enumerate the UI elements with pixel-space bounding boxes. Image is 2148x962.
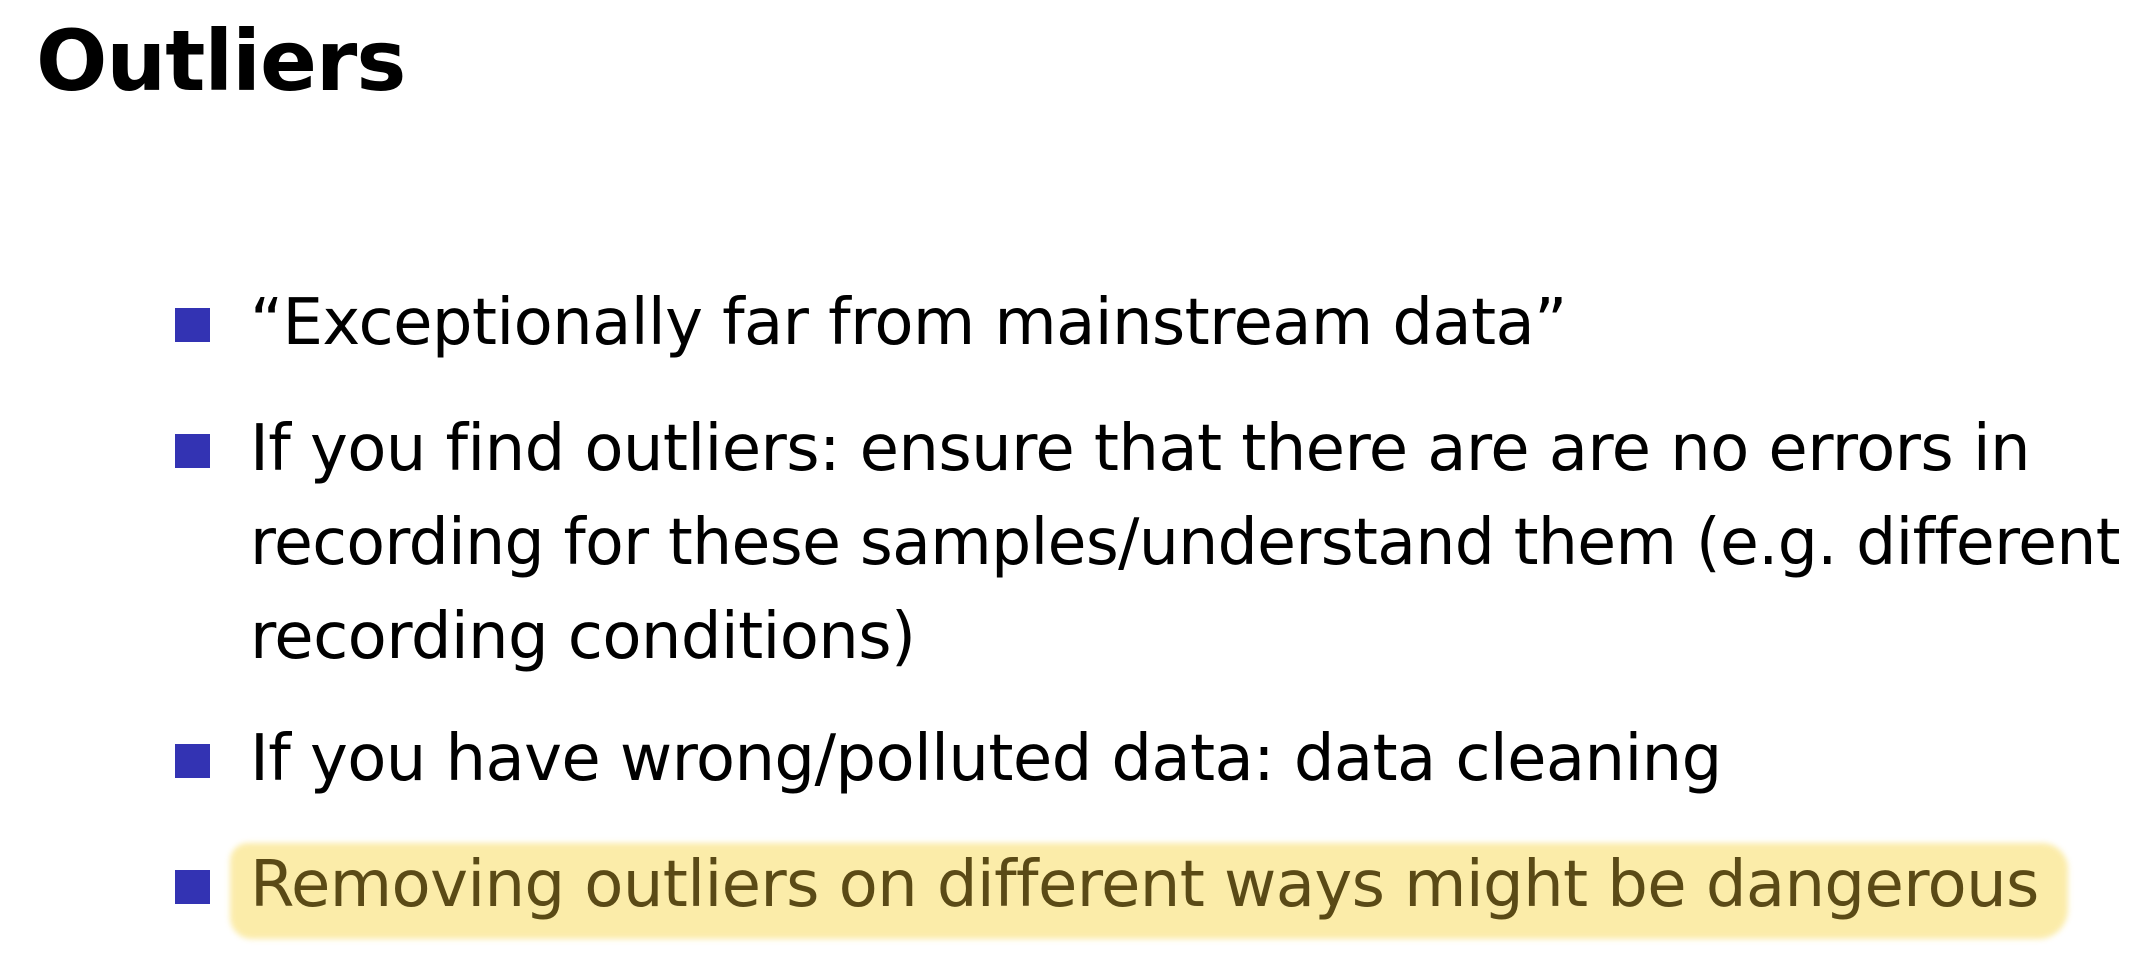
bullet-text: “Exceptionally far from mainstream data” xyxy=(250,286,1567,360)
bullet-text-line: recording conditions) xyxy=(250,600,916,674)
slide-title: Outliers xyxy=(36,12,406,110)
bullet-text-line: recording for these samples/understand t… xyxy=(250,506,2121,580)
bullet-text-line: If you find outliers: ensure that there … xyxy=(250,412,2031,486)
bullet-text: If you have wrong/polluted data: data cl… xyxy=(250,722,1722,796)
bullet-square-icon xyxy=(175,870,210,904)
text-highlight-marker xyxy=(230,843,2068,939)
bullet-square-icon xyxy=(175,434,210,468)
bullet-text: Removing outliers on different ways migh… xyxy=(250,848,2039,922)
bullet-square-icon xyxy=(175,308,210,342)
bullet-square-icon xyxy=(175,744,210,778)
